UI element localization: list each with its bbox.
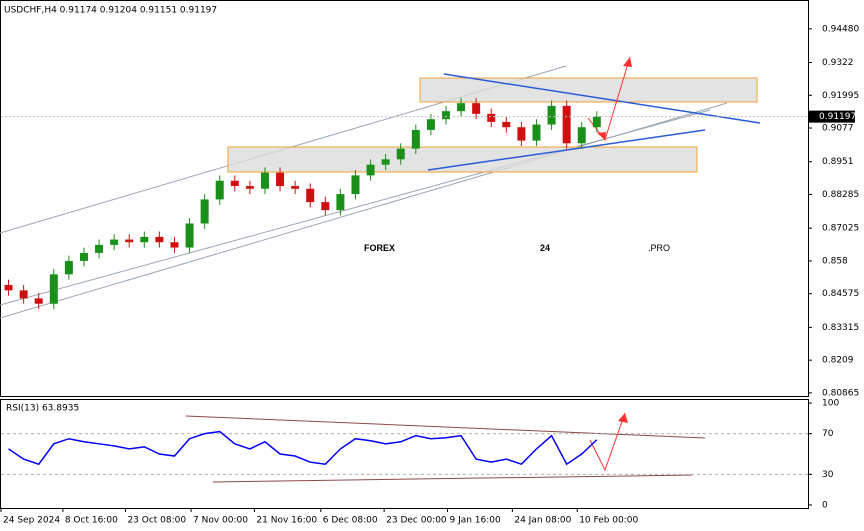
arrow-head [623,57,632,67]
zone [227,146,698,173]
candle-body [592,116,601,128]
y-tick-label: 0.9077 [822,124,854,134]
rsi-trend-line [212,474,693,483]
candle-body [517,127,526,141]
x-tick-label: 7 Nov 00:00 [193,516,248,526]
candle-body [291,186,300,189]
candle-body [276,172,285,187]
candle-body [200,199,209,224]
candle-body [140,236,149,243]
x-tick-label: 10 Feb 00:00 [579,516,638,526]
candle-body [502,121,511,128]
x-tick-label: 24 Jan 08:00 [514,516,571,526]
candle-body [411,129,420,149]
y-tick-label: 0.8209 [822,356,854,366]
candle-body [19,290,28,299]
candle-body [110,239,119,245]
candle-body [351,175,360,195]
watermark-text: FOREX [364,243,395,253]
candle-body [34,298,43,304]
candle-body [366,164,375,176]
price-box [809,110,855,123]
rsi-line [8,430,598,466]
candle-body [457,103,466,112]
y-tick-label: 0 [822,500,828,510]
candle-body [532,124,541,141]
candle-body [230,180,239,187]
candle-body [547,105,556,125]
channel-line [0,109,711,306]
candle-body [306,188,315,203]
y-tick-label: 0.9322 [822,58,854,68]
candle-body [441,111,450,120]
x-tick-label: 23 Dec 00:00 [386,516,447,526]
candle-body [79,252,88,261]
candle-body [4,285,13,291]
watermark-text: .PRO [648,243,670,253]
y-tick-label: 0.88285 [822,190,859,200]
x-tick-label: 6 Dec 08:00 [323,516,378,526]
y-tick-label: 0.80865 [822,388,859,398]
candle-body [321,202,330,211]
y-tick-label: 0.91995 [822,91,859,101]
candle-body [155,236,164,243]
price-label: 0.91197 [819,112,856,122]
candle-body [215,180,224,200]
watermark-text: 24 [540,243,550,253]
y-tick-label: 0.83315 [822,323,859,333]
candle-body [472,103,481,114]
x-tick-label: 21 Nov 16:00 [256,516,317,526]
candle-body [49,274,58,304]
candle-body [577,127,586,144]
candle-body [260,172,269,189]
y-tick-label: 0.858 [822,256,848,266]
y-tick-label: 0.94480 [822,24,859,34]
candle-body [185,223,194,248]
candle-body [381,159,390,165]
watermark: FOREX 24 .PRO [364,243,670,253]
candle-body [125,239,134,243]
trend-line [427,129,706,171]
y-tick-label: 0.84575 [822,289,859,299]
rsi-trend-line [185,415,706,439]
candle-body [64,260,73,275]
y-tick-label: 70 [822,429,834,439]
x-tick-label: 23 Oct 08:00 [127,516,186,526]
x-tick-label: 9 Jan 16:00 [449,516,501,526]
candle-body [95,244,104,253]
arrow-head [597,132,606,140]
rsi-title: RSI(13) 63.8935 [6,404,79,414]
chart-title: USDCHF,H4 0.91174 0.91204 0.91151 0.9119… [4,6,217,16]
y-tick-label: 0.8951 [822,157,854,167]
candle-body [426,119,435,130]
candle-body [487,113,496,122]
forecast-arrow [589,412,626,472]
drawings [0,56,761,483]
y-tick-label: 30 [822,470,834,480]
candle-body [396,148,405,160]
trend-line [443,73,761,124]
y-tick-label: 100 [822,399,839,409]
x-tick-label: 24 Sep 2024 [3,516,60,526]
x-tick-label: 8 Oct 16:00 [65,516,118,526]
arrow-head [618,413,628,423]
candle-body [336,194,345,211]
rsi-panel [0,399,809,509]
candle-body [170,242,179,248]
y-tick-label: 0.87025 [822,224,859,234]
candle-body [245,186,254,189]
candle-body [562,105,571,144]
zone [419,77,758,103]
